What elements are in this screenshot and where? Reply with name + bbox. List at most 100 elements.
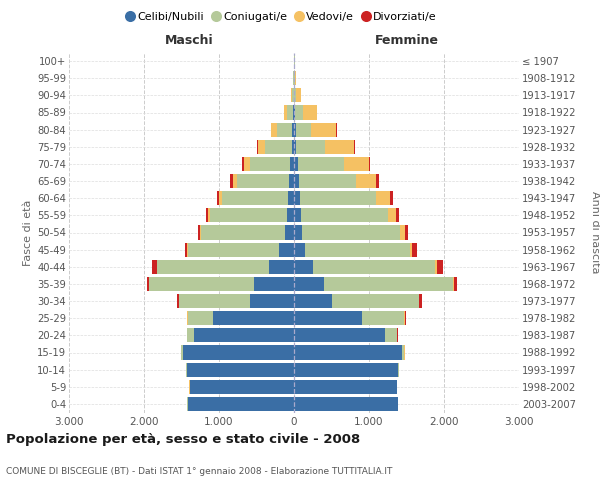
Bar — [388, 208, 395, 222]
Bar — [292, 122, 294, 136]
Bar — [284, 106, 287, 120]
Bar — [325, 140, 354, 154]
Bar — [284, 226, 294, 239]
Bar — [209, 208, 287, 222]
Bar — [242, 157, 244, 171]
Bar — [287, 191, 294, 205]
Bar — [185, 242, 187, 256]
Bar — [294, 191, 300, 205]
Bar — [294, 328, 385, 342]
Bar — [332, 294, 419, 308]
Bar — [313, 260, 436, 274]
Bar — [402, 346, 404, 360]
Bar — [325, 277, 452, 291]
Bar — [295, 71, 296, 85]
Bar — [152, 260, 157, 274]
Bar — [294, 226, 302, 239]
Bar — [395, 208, 399, 222]
Bar — [452, 277, 454, 291]
Bar — [294, 346, 402, 360]
Bar — [293, 106, 294, 120]
Bar — [217, 191, 219, 205]
Bar — [179, 294, 250, 308]
Bar — [354, 140, 355, 154]
Bar — [250, 157, 290, 171]
Bar — [303, 106, 317, 120]
Bar — [385, 328, 397, 342]
Bar — [291, 88, 292, 102]
Bar — [187, 311, 213, 325]
Bar — [294, 242, 305, 256]
Bar — [294, 311, 362, 325]
Bar — [187, 397, 294, 411]
Bar — [244, 157, 250, 171]
Bar — [146, 277, 149, 291]
Bar — [412, 242, 417, 256]
Bar — [213, 311, 294, 325]
Bar — [250, 294, 294, 308]
Bar — [419, 294, 422, 308]
Bar — [294, 208, 301, 222]
Bar — [219, 191, 221, 205]
Bar — [230, 174, 233, 188]
Bar — [299, 174, 356, 188]
Legend: Celibi/Nubili, Coniugati/e, Vedovi/e, Divorziati/e: Celibi/Nubili, Coniugati/e, Vedovi/e, Di… — [124, 8, 440, 25]
Bar — [157, 260, 269, 274]
Bar — [356, 174, 376, 188]
Bar — [187, 328, 193, 342]
Bar — [294, 277, 325, 291]
Bar — [300, 191, 376, 205]
Bar — [208, 208, 209, 222]
Bar — [376, 174, 379, 188]
Bar — [454, 277, 457, 291]
Bar — [221, 191, 287, 205]
Bar — [410, 242, 412, 256]
Bar — [206, 208, 208, 222]
Bar — [265, 140, 292, 154]
Bar — [295, 106, 303, 120]
Bar — [436, 260, 437, 274]
Y-axis label: Anni di nascita: Anni di nascita — [590, 191, 600, 274]
Bar — [187, 362, 294, 376]
Bar — [193, 328, 294, 342]
Text: COMUNE DI BISCEGLIE (BT) - Dati ISTAT 1° gennaio 2008 - Elaborazione TUTTITALIA.: COMUNE DI BISCEGLIE (BT) - Dati ISTAT 1°… — [6, 468, 392, 476]
Bar — [278, 242, 294, 256]
Bar — [294, 260, 313, 274]
Bar — [188, 242, 278, 256]
Bar — [344, 157, 369, 171]
Bar — [296, 88, 301, 102]
Bar — [302, 226, 400, 239]
Bar — [289, 174, 294, 188]
Bar — [178, 294, 179, 308]
Bar — [311, 122, 336, 136]
Bar — [200, 226, 202, 239]
Bar — [149, 277, 254, 291]
Bar — [290, 157, 294, 171]
Bar — [295, 88, 296, 102]
Bar — [183, 346, 294, 360]
Bar — [369, 157, 370, 171]
Bar — [254, 277, 294, 291]
Bar — [233, 174, 238, 188]
Bar — [294, 174, 299, 188]
Text: Femmine: Femmine — [374, 34, 439, 48]
Bar — [294, 157, 298, 171]
Bar — [294, 140, 296, 154]
Bar — [294, 294, 332, 308]
Bar — [181, 346, 183, 360]
Bar — [296, 140, 325, 154]
Y-axis label: Fasce di età: Fasce di età — [23, 200, 33, 266]
Bar — [271, 122, 277, 136]
Bar — [296, 122, 311, 136]
Bar — [404, 311, 406, 325]
Bar — [298, 157, 344, 171]
Bar — [294, 122, 296, 136]
Bar — [292, 88, 293, 102]
Bar — [287, 208, 294, 222]
Bar — [292, 140, 294, 154]
Bar — [258, 140, 265, 154]
Bar — [404, 226, 409, 239]
Bar — [376, 191, 390, 205]
Bar — [277, 122, 292, 136]
Bar — [198, 226, 200, 239]
